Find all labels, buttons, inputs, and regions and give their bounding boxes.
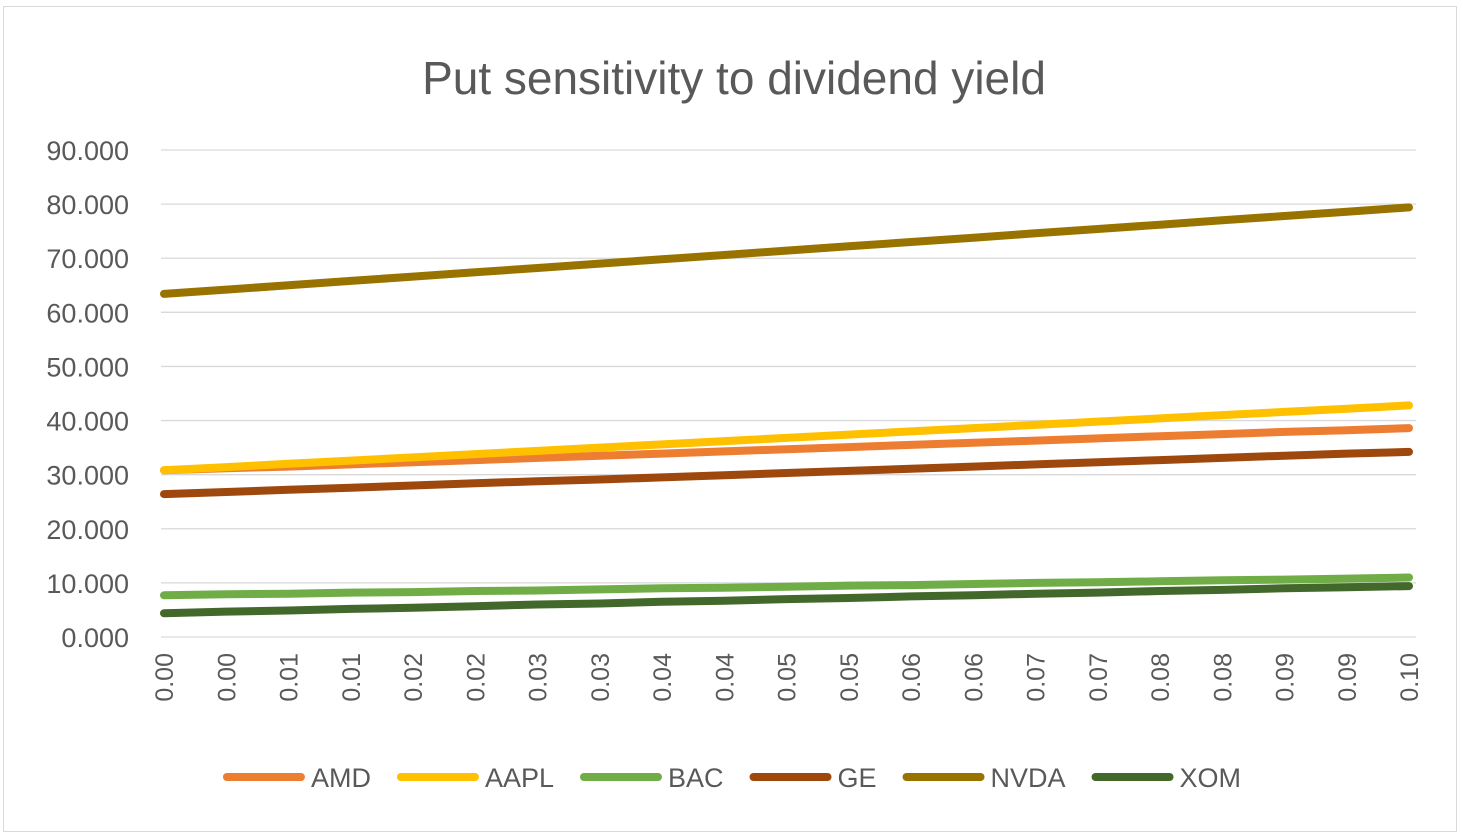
x-tick-label: 0.10 [1396, 653, 1424, 702]
x-tick-label: 0.04 [711, 653, 739, 702]
legend-item-amd: AMD [222, 763, 371, 793]
legend-item-xom: XOM [1091, 763, 1242, 793]
y-tick-label: 20.000 [46, 515, 129, 545]
y-tick-label: 30.000 [46, 461, 129, 491]
series-line-aapl [160, 401, 1413, 475]
x-tick-label: 0.08 [1147, 653, 1175, 702]
series-line-bac [160, 573, 1413, 600]
x-tick-label: 0.07 [1085, 653, 1113, 702]
x-tick-label: 0.08 [1209, 653, 1237, 702]
x-tick-label: 0.01 [276, 653, 304, 702]
x-tick-label: 0.02 [400, 653, 428, 702]
chart-area: Put sensitivity to dividend yield 0.000 1… [3, 6, 1457, 832]
series-lines [160, 203, 1413, 618]
legend-label: NVDA [991, 763, 1066, 793]
x-tick-label: 0.05 [774, 653, 802, 702]
y-tick-label: 40.000 [46, 407, 129, 437]
series-line-nvda [160, 203, 1413, 298]
y-tick-label: 60.000 [46, 298, 129, 328]
x-tick-label: 0.01 [338, 653, 366, 702]
x-tick-label: 0.02 [462, 653, 490, 702]
legend-item-aapl: AAPL [396, 763, 554, 793]
x-axis-ticks: 0.00 0.00 0.01 0.01 0.02 0.02 0.03 0.03 0.04 0.04… [151, 653, 1424, 702]
x-tick-label: 0.00 [151, 653, 179, 702]
legend-item-ge: GE [749, 763, 877, 793]
legend-label: GE [838, 763, 877, 793]
y-axis-ticks: 0.000 10.000 20.000 30.000 40.000 50.000 60.00… [46, 136, 129, 653]
x-tick-label: 0.04 [649, 653, 677, 702]
y-tick-label: 70.000 [46, 244, 129, 274]
y-tick-label: 90.000 [46, 136, 129, 166]
x-tick-label: 0.06 [960, 653, 988, 702]
gridlines [161, 149, 1416, 638]
x-tick-label: 0.00 [213, 653, 241, 702]
line-chart: Put sensitivity to dividend yield 0.000 1… [46, 52, 1424, 793]
y-tick-label: 0.000 [61, 623, 129, 653]
legend: AMD AAPL BAC GE NVDA XOM [222, 763, 1242, 793]
y-tick-label: 10.000 [46, 569, 129, 599]
x-tick-label: 0.03 [587, 653, 615, 702]
legend-label: XOM [1180, 763, 1242, 793]
x-tick-label: 0.09 [1334, 653, 1362, 702]
series-line-xom [160, 582, 1413, 618]
y-tick-label: 50.000 [46, 352, 129, 382]
x-tick-label: 0.07 [1023, 653, 1051, 702]
x-tick-label: 0.06 [898, 653, 926, 702]
series-line-ge [160, 447, 1413, 499]
y-tick-label: 80.000 [46, 190, 129, 220]
x-tick-label: 0.09 [1272, 653, 1300, 702]
legend-item-nvda: NVDA [902, 763, 1066, 793]
chart-title: Put sensitivity to dividend yield [422, 52, 1046, 104]
x-tick-label: 0.05 [836, 653, 864, 702]
legend-label: AMD [311, 763, 371, 793]
series-line-amd [160, 424, 1413, 475]
x-tick-label: 0.03 [525, 653, 553, 702]
legend-item-bac: BAC [579, 763, 724, 793]
legend-label: BAC [668, 763, 724, 793]
legend-label: AAPL [485, 763, 554, 793]
